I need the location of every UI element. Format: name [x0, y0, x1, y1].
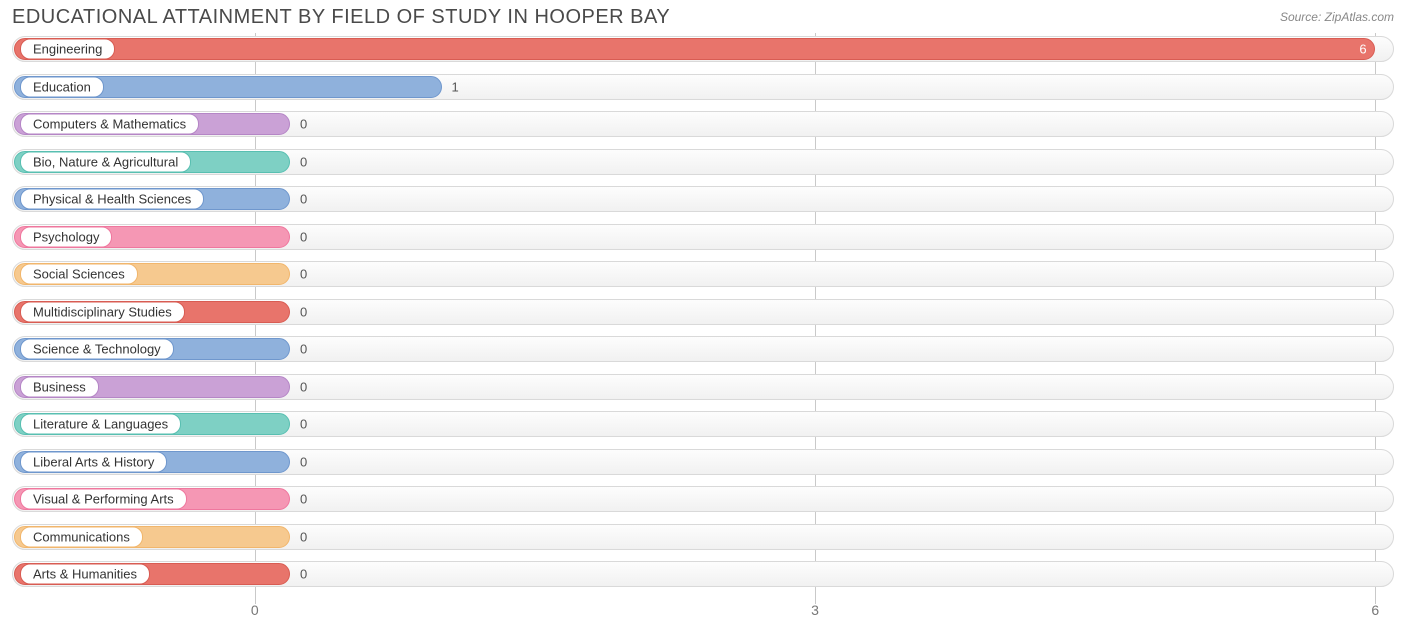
bar-value: 1: [452, 79, 459, 94]
chart-source: Source: ZipAtlas.com: [1280, 6, 1394, 24]
bar-value: 0: [300, 117, 307, 132]
bar-row: Arts & Humanities 0: [12, 558, 1394, 590]
bar-row: Liberal Arts & History 0: [12, 446, 1394, 478]
bar-value: 0: [300, 529, 307, 544]
bar-row: Multidisciplinary Studies 0: [12, 296, 1394, 328]
bar-row: Social Sciences 0: [12, 258, 1394, 290]
bar-value: 0: [300, 417, 307, 432]
bar-row: Visual & Performing Arts 0: [12, 483, 1394, 515]
bar-label-pill: Arts & Humanities: [20, 564, 150, 585]
bar-label-pill: Liberal Arts & History: [20, 451, 167, 472]
bar-row: Bio, Nature & Agricultural 0: [12, 146, 1394, 178]
bar-label-pill: Multidisciplinary Studies: [20, 301, 185, 322]
bar-value: 6: [1359, 42, 1366, 57]
bar-value: 0: [300, 192, 307, 207]
bar-label-pill: Engineering: [20, 39, 115, 60]
bar-row: Business 0: [12, 371, 1394, 403]
bar-value: 0: [300, 379, 307, 394]
bar-label-pill: Communications: [20, 526, 143, 547]
bar-label-pill: Literature & Languages: [20, 414, 181, 435]
bar-value: 0: [300, 454, 307, 469]
bar-value: 0: [300, 492, 307, 507]
axis-tick-label: 6: [1371, 602, 1379, 618]
bar-label-pill: Business: [20, 376, 99, 397]
x-axis: 0 3 6: [12, 596, 1394, 624]
bar-label-pill: Bio, Nature & Agricultural: [20, 151, 191, 172]
bar-label-pill: Science & Technology: [20, 339, 174, 360]
bar-row: Physical & Health Sciences 0: [12, 183, 1394, 215]
bar-fill: [14, 38, 1375, 60]
bar-value: 0: [300, 342, 307, 357]
bar-row: Communications 0: [12, 521, 1394, 553]
chart-header: EDUCATIONAL ATTAINMENT BY FIELD OF STUDY…: [0, 0, 1406, 31]
bars-container: Engineering 6 Education 1 Computers & Mathem…: [12, 33, 1394, 596]
bar-row: Computers & Mathematics 0: [12, 108, 1394, 140]
bar-label-pill: Computers & Mathematics: [20, 114, 199, 135]
bar-row: Science & Technology 0: [12, 333, 1394, 365]
axis-tick-label: 0: [251, 602, 259, 618]
bar-label-pill: Psychology: [20, 226, 112, 247]
bar-value: 0: [300, 267, 307, 282]
bar-value: 0: [300, 154, 307, 169]
chart-title: EDUCATIONAL ATTAINMENT BY FIELD OF STUDY…: [12, 6, 670, 29]
bar-label-pill: Social Sciences: [20, 264, 138, 285]
bar-label-pill: Physical & Health Sciences: [20, 189, 204, 210]
bar-row: Literature & Languages 0: [12, 408, 1394, 440]
bar-row: Engineering 6: [12, 33, 1394, 65]
axis-tick-label: 3: [811, 602, 819, 618]
bar-label-pill: Education: [20, 76, 104, 97]
chart-area: Engineering 6 Education 1 Computers & Mathem…: [12, 33, 1394, 624]
bar-row: Education 1: [12, 71, 1394, 103]
bar-value: 0: [300, 304, 307, 319]
bar-label-pill: Visual & Performing Arts: [20, 489, 187, 510]
bar-row: Psychology 0: [12, 221, 1394, 253]
bar-value: 0: [300, 229, 307, 244]
bar-value: 0: [300, 567, 307, 582]
